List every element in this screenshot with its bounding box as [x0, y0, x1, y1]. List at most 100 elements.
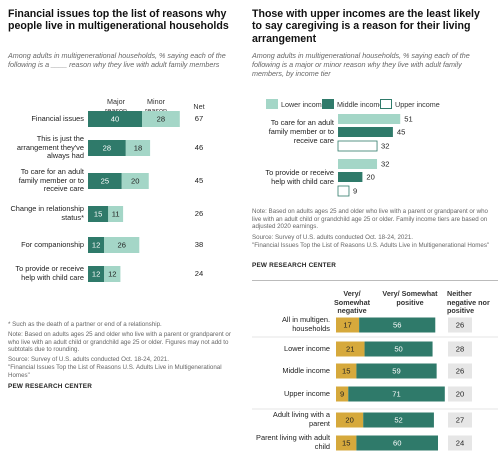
right-chart-subtitle: Among adults in multigenerational househ…: [252, 51, 470, 78]
view-category-label-lower-income: Lower income: [283, 343, 330, 353]
category-label-change-in-relationship-status: Change in relationship status*: [10, 204, 84, 222]
income-category-label-to-care-for-an-adult-family-member-or-to-receive-care: To care for an adult family member or to…: [268, 118, 334, 145]
data-label-very-somewhat-negative-3: 9: [340, 390, 344, 399]
net-value-2: 45: [194, 176, 204, 185]
data-label-very-somewhat-positive-0: 56: [393, 321, 401, 330]
data-label-very-somewhat-negative-1: 21: [346, 345, 354, 354]
data-label-neither-0: 26: [456, 321, 464, 330]
bar-lower-income-1: [338, 159, 378, 169]
bar-very-somewhat-negative-0: [336, 317, 360, 333]
bar-minor-reason-5: [104, 266, 121, 282]
data-label-minor-reason-1: 18: [134, 144, 142, 153]
bar-very-somewhat-positive-3: [348, 386, 445, 402]
left-source: Source: Survey of U.S. adults conducted …: [8, 356, 169, 363]
bar-very-somewhat-positive-4: [363, 412, 434, 428]
data-label-neither-5: 24: [456, 439, 464, 448]
category-label-financial-issues: Financial issues: [31, 113, 84, 123]
data-label-major-reason-1: 28: [103, 144, 111, 153]
net-value-4: 38: [194, 240, 204, 249]
data-label-neither-1: 28: [456, 345, 464, 354]
view-category-label-middle-income: Middle income: [282, 365, 330, 375]
bar-middle-income-0: [338, 127, 393, 137]
bar-neither-5: [448, 435, 472, 451]
section-divider: [252, 280, 498, 281]
left-report-title: "Financial Issues Top the List of Reason…: [8, 364, 222, 379]
bar-neither-2: [448, 363, 472, 379]
bar-very-somewhat-negative-2: [336, 363, 357, 379]
bar-very-somewhat-positive-0: [359, 317, 436, 333]
data-label-neither-4: 27: [456, 416, 464, 425]
right-org-label: PEW RESEARCH CENTER: [252, 262, 337, 269]
bar-upper-income-0: [337, 140, 378, 152]
view-category-label-adult-living-with-a-parent: Adult living with a parent: [272, 410, 330, 428]
income-grouped-bar-chart: 51 45 32 32 20 9: [337, 114, 413, 197]
data-label-neither-3: 20: [456, 390, 464, 399]
data-label-minor-reason-4: 26: [118, 241, 126, 250]
bar-very-somewhat-negative-4: [336, 412, 364, 428]
data-label-upper-income-1: 9: [353, 187, 357, 196]
legend-label-lower-income: Lower income: [281, 99, 326, 109]
header-positive: Very/ Somewhat positive: [382, 289, 438, 307]
left-chart-subtitle: Among adults in multigenerational househ…: [8, 51, 226, 69]
left-org-label: PEW RESEARCH CENTER: [8, 383, 93, 390]
bar-major-reason-4: [88, 237, 105, 253]
data-label-very-somewhat-positive-4: 52: [394, 416, 402, 425]
bar-very-somewhat-positive-1: [364, 341, 433, 357]
legend-label-middle-income: Middle income: [337, 99, 384, 109]
data-label-lower-income-1: 32: [381, 160, 389, 169]
net-value-3: 26: [194, 209, 204, 218]
bar-major-reason-5: [88, 266, 105, 282]
bar-major-reason-3: [88, 206, 109, 222]
legend-swatch-lower-income: [266, 99, 278, 109]
legend-swatch-upper-income: [380, 99, 392, 109]
data-label-minor-reason-3: 11: [112, 210, 120, 219]
header-net: Net: [193, 102, 205, 111]
legend-label-upper-income: Upper income: [395, 99, 440, 109]
data-label-very-somewhat-positive-3: 71: [392, 390, 400, 399]
category-label-for-companionship: For companionship: [21, 239, 84, 249]
data-label-major-reason-2: 25: [101, 177, 109, 186]
left-panel: Financial issues top the list of reasons…: [0, 0, 248, 467]
left-footnote: * Such as the death of a partner or end …: [8, 321, 162, 328]
bar-neither-1: [448, 341, 472, 357]
legend-swatch-middle-income: [322, 99, 334, 109]
data-label-very-somewhat-positive-5: 60: [393, 439, 401, 448]
net-value-0: 67: [194, 114, 204, 123]
right-note: Note: Based on adults ages 25 and older …: [252, 208, 488, 231]
right-report-title: "Financial Issues Top the List of Reason…: [252, 242, 490, 249]
bar-minor-reason-1: [125, 140, 151, 156]
bar-minor-reason-4: [104, 237, 140, 253]
bar-neither-0: [448, 317, 472, 333]
bar-neither-4: [448, 412, 472, 428]
legend-item-middle-income: Middle income: [322, 99, 383, 109]
data-label-middle-income-0: 45: [397, 128, 405, 137]
data-label-upper-income-0: 32: [381, 142, 389, 151]
bar-very-somewhat-positive-2: [356, 363, 437, 379]
data-label-major-reason-0: 40: [111, 115, 119, 124]
data-label-minor-reason-0: 28: [157, 115, 165, 124]
right-chart-title: Those with upper incomes are the least l…: [252, 8, 480, 45]
data-label-major-reason-4: 12: [92, 241, 100, 250]
bar-very-somewhat-negative-3: [336, 386, 349, 402]
left-chart-title: Financial issues top the list of reasons…: [8, 8, 229, 33]
view-category-label-parent-living-with-adult-child: Parent living with adult child: [256, 433, 330, 451]
data-label-major-reason-3: 15: [94, 210, 102, 219]
data-label-very-somewhat-negative-5: 15: [342, 439, 350, 448]
category-label-to-care-for-an-adult-family-member-or-to-receive-care: To care for an adult family member or to…: [18, 166, 84, 194]
bar-upper-income-1: [337, 185, 350, 197]
view-category-label-all-in-multigen-households: All in multigen. households: [281, 315, 330, 333]
data-label-middle-income-1: 20: [366, 173, 374, 182]
header-neither: Neither negative nor positive: [447, 289, 490, 316]
bar-minor-reason-3: [108, 206, 124, 222]
bar-minor-reason-0: [142, 111, 180, 127]
bar-very-somewhat-negative-5: [336, 435, 357, 451]
category-label-to-provide-or-receive-help-with-child-care: To provide or receive help with child ca…: [15, 264, 84, 282]
bar-lower-income-0: [338, 114, 401, 124]
right-source: Source: Survey of U.S. adults conducted …: [252, 234, 413, 241]
data-label-neither-2: 26: [456, 367, 464, 376]
data-label-very-somewhat-positive-1: 50: [394, 345, 402, 354]
left-stacked-bar-chart: 40 28 28 18 25 20 15 11 12 26 12 12: [88, 111, 180, 282]
left-note: Note: Based on adults ages 25 and older …: [8, 331, 231, 354]
bar-very-somewhat-positive-5: [356, 435, 438, 451]
legend-item-upper-income: Upper income: [380, 99, 440, 109]
